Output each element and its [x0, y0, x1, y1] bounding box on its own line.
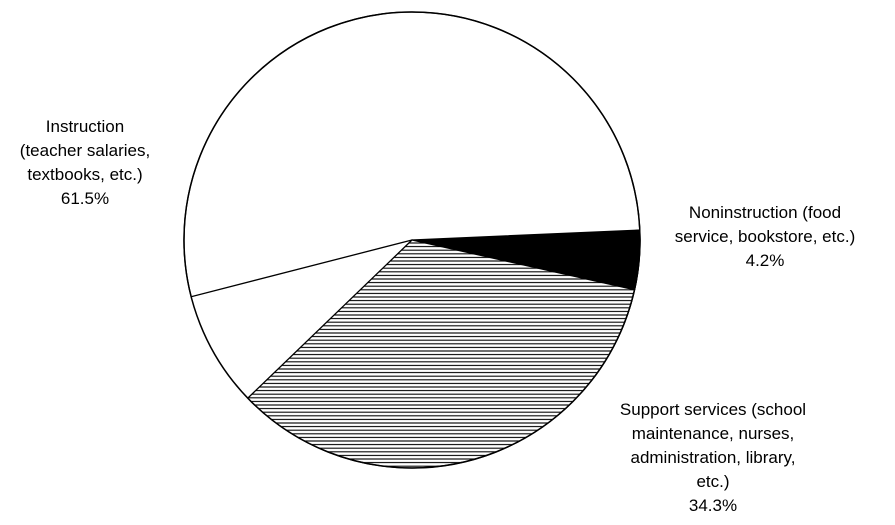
- slice-label-noninstruction: Noninstruction (food service, bookstore, …: [675, 203, 855, 270]
- slice-label-line: service, bookstore, etc.): [675, 227, 855, 246]
- pie-slices: [183, 11, 641, 469]
- slice-value-label: 61.5%: [61, 189, 109, 208]
- slice-labels: Instruction (teacher salaries, textbooks, …: [20, 117, 855, 515]
- slice-label-line: administration, library,: [630, 448, 795, 467]
- slice-value-label: 34.3%: [689, 496, 737, 515]
- slice-label-line: textbooks, etc.): [27, 165, 142, 184]
- slice-label-instruction: Instruction (teacher salaries, textbooks, …: [20, 117, 150, 208]
- slice-value-label: 4.2%: [746, 251, 785, 270]
- slice-label-line: etc.): [696, 472, 729, 491]
- pie-outline: [183, 11, 641, 469]
- slice-label-support-services: Support services (school maintenance, nur…: [620, 400, 806, 515]
- slice-label-line: Support services (school: [620, 400, 806, 419]
- slice-label-line: (teacher salaries,: [20, 141, 150, 160]
- slice-label-line: Instruction: [46, 117, 124, 136]
- slice-label-line: maintenance, nurses,: [632, 424, 795, 443]
- slice-label-line: Noninstruction (food: [689, 203, 841, 222]
